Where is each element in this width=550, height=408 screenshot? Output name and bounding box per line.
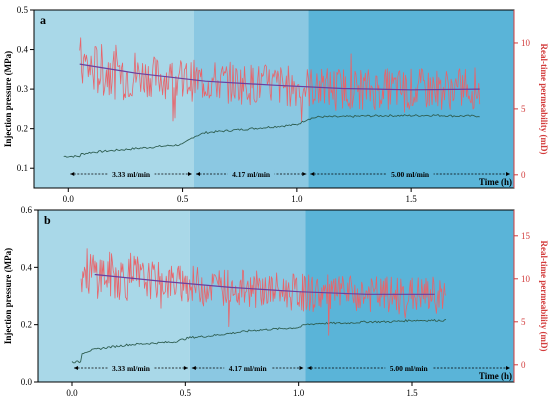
- rate-arrow-head: [70, 172, 75, 176]
- x-tick-label: 0.0: [63, 194, 75, 204]
- rate-label-bg: [107, 363, 155, 373]
- panel-label: b: [44, 213, 51, 227]
- rate-arrow-head: [74, 366, 78, 370]
- rate-arrow-head: [302, 172, 307, 176]
- y-right-tick-label: 10: [521, 274, 531, 284]
- rate-label-bg: [107, 169, 155, 179]
- y-left-axis-label: Injection pressure (MPa): [3, 51, 13, 147]
- rate-label-bg: [386, 169, 434, 179]
- series-injection-pressure: [71, 318, 447, 364]
- series-injection-pressure: [63, 114, 480, 158]
- phase-band: [189, 210, 306, 382]
- rate-label: 5.00 ml/min: [390, 364, 429, 373]
- rate-arrow-head: [183, 366, 188, 370]
- x-tick-label: 0.5: [177, 194, 189, 204]
- series-real-time-permeability: [80, 248, 447, 336]
- rate-arrow-head: [506, 172, 510, 176]
- series-permeability-trend: [94, 273, 435, 295]
- phase-band: [194, 10, 309, 188]
- rate-arrow-head: [307, 366, 312, 370]
- phase-band: [34, 10, 194, 188]
- y-left-tick-label: 0.1: [17, 163, 28, 173]
- rate-label: 4.17 ml/min: [232, 170, 271, 179]
- rate-arrow-head: [188, 172, 192, 176]
- x-tick-label: 1.0: [293, 388, 305, 398]
- y-left-axis-label: Injection pressure (MPa): [3, 248, 13, 344]
- phase-band: [308, 10, 514, 188]
- rate-label-bg: [227, 169, 275, 179]
- series-real-time-permeability: [79, 37, 481, 122]
- phase-band: [38, 210, 190, 382]
- y-left-tick-label: 0.4: [17, 45, 29, 55]
- rate-arrow-head: [310, 172, 315, 176]
- y-left-tick-label: 0.3: [17, 84, 29, 94]
- series-permeability-trend: [79, 63, 480, 91]
- panel-label: a: [40, 13, 46, 27]
- x-tick-label: 1.5: [406, 194, 418, 204]
- y-right-tick-label: 5: [521, 317, 526, 327]
- y-left-tick-label: 0.6: [21, 205, 33, 215]
- y-left-tick-label: 0.5: [17, 5, 29, 15]
- y-right-tick-label: 10: [521, 38, 531, 48]
- rate-label: 4.17 ml/min: [229, 364, 268, 373]
- y-left-tick-label: 0.2: [21, 320, 32, 330]
- y-right-tick-label: 5: [521, 104, 526, 114]
- rate-arrow-head: [299, 366, 304, 370]
- phase-band: [305, 210, 514, 382]
- panel-a: 3.33 ml/min 4.17 ml/min 5.00 ml/min 0.0 0.5 1…: [3, 5, 549, 204]
- y-right-tick-label: 15: [521, 231, 531, 241]
- x-tick-label: 1.0: [291, 194, 303, 204]
- x-tick-label: 1.5: [406, 388, 418, 398]
- rate-label: 3.33 ml/min: [112, 170, 151, 179]
- rate-label: 3.33 ml/min: [112, 364, 151, 373]
- panel-b: 3.33 ml/min 4.17 ml/min 5.00 ml/min 0.0 0.5 1…: [3, 205, 549, 398]
- y-right-axis-label: Real-time permeability (mD): [539, 241, 549, 352]
- y-left-tick-label: 0.4: [21, 262, 33, 272]
- y-right-tick-label: 0: [521, 360, 526, 370]
- y-left-tick-label: 0.0: [21, 377, 33, 387]
- y-left-tick-label: 0.2: [17, 124, 28, 134]
- rate-arrow-head: [196, 172, 200, 176]
- rate-label-bg: [224, 363, 272, 373]
- rate-label-bg: [385, 363, 433, 373]
- x-axis-label: Time (h): [479, 177, 512, 187]
- rate-arrow-head: [191, 366, 196, 370]
- y-right-axis-label: Real-time permeability (mD): [539, 44, 549, 155]
- y-right-tick-label: 0: [521, 170, 526, 180]
- x-tick-label: 0.0: [66, 388, 78, 398]
- rate-label: 5.00 ml/min: [391, 170, 430, 179]
- x-tick-label: 0.5: [180, 388, 192, 398]
- x-axis-label: Time (h): [479, 371, 512, 381]
- rate-arrow-head: [506, 366, 510, 370]
